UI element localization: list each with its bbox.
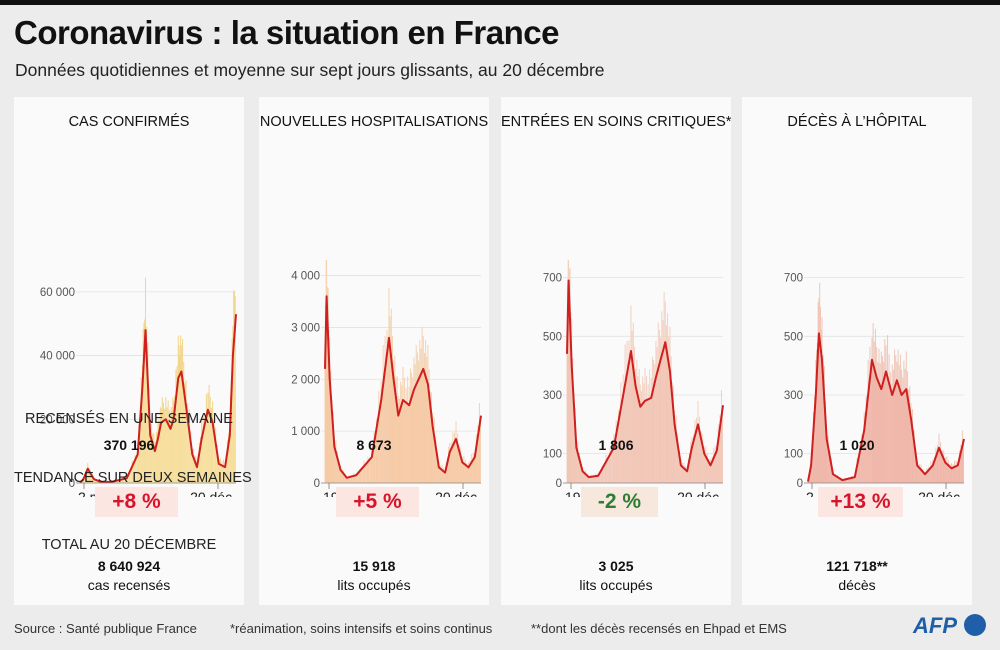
y-tick-label: 2 000 [291,374,320,386]
x-tick-label-end: 20 déc. [677,489,723,497]
series-area [80,314,236,483]
series-area [325,296,481,483]
total-unit-hospitalisations: lits occupés [337,577,411,593]
series-line [566,279,724,479]
trend-badge-critical: -2 % [581,487,658,517]
panel-title: NOUVELLES HOSPITALISATIONS [259,114,489,130]
y-tick-label: 4 000 [291,271,320,283]
panel-title: DÉCÈS À L’HÔPITAL [787,114,927,130]
page-subtitle: Données quotidiennes et moyenne sur sept… [15,60,605,80]
x-tick-label-end: 20 déc. [435,489,481,497]
total-value-critical: 3 025 [598,558,634,574]
page-title: Coronavirus : la situation en France [14,14,559,51]
x-tick-label-end: 20 déc. [918,489,964,497]
trend-badge-deaths: +13 % [818,487,903,517]
y-tick-label: 60 000 [40,287,75,299]
panel-title: ENTRÉES EN SOINS CRITIQUES* [501,114,732,130]
total-unit-cases: cas recensés [87,577,171,593]
series-area [567,280,723,483]
y-tick-label: 0 [797,478,803,490]
weekly-value-hospitalisations: 8 673 [356,437,392,453]
footnote-deaths: **dont les décès recensés en Ehpad et EM… [531,621,787,636]
y-tick-label: 0 [69,478,75,490]
y-tick-label: 100 [784,449,803,461]
series-line [807,332,965,482]
total-unit-deaths: décès [838,577,876,593]
series-area [808,333,964,483]
y-tick-label: 1 000 [291,426,320,438]
panel-hospitalisations: NOUVELLES HOSPITALISATIONS 0 1 000 2 000 3 … [259,97,489,605]
total-value-cases: 8 640 924 [97,558,161,574]
total-value-deaths: 121 718** [826,558,888,574]
trend-badge-hospitalisations: +5 % [336,487,419,517]
weekly-value-deaths: 1 020 [839,437,875,453]
y-tick-label: 300 [784,390,803,402]
total-value-hospitalisations: 15 918 [352,558,396,574]
label-weekly: RECENSÉS EN UNE SEMAINE [25,411,233,427]
y-tick-label: 500 [784,331,803,343]
series-line [324,295,482,479]
panel-critical-care: ENTRÉES EN SOINS CRITIQUES* 0 100 300 500 70… [501,97,731,605]
trend-badge-cases: +8 % [95,487,178,517]
y-tick-label: 20 000 [40,414,75,426]
y-tick-label: 0 [314,478,320,490]
panel-title: CAS CONFIRMÉS [68,114,190,130]
y-tick-label: 3 000 [291,322,320,334]
weekly-value-critical: 1 806 [598,437,634,453]
y-tick-label: 0 [556,478,562,490]
y-tick-label: 100 [543,449,562,461]
weekly-value-cases: 370 196 [103,437,155,453]
y-tick-label: 700 [784,273,803,285]
source-note: Source : Santé publique France [14,621,197,636]
label-trend: TENDANCE SUR DEUX SEMAINES [14,470,252,486]
x-tick-label-end: 20 déc. [190,489,236,497]
top-border [0,0,1000,5]
y-tick-label: 40 000 [40,351,75,363]
y-tick-label: 500 [543,331,562,343]
y-tick-label: 300 [543,390,562,402]
y-tick-label: 700 [543,273,562,285]
total-unit-critical: lits occupés [579,577,653,593]
series-line [79,314,237,484]
footnote-critical: *réanimation, soins intensifs et soins c… [230,621,493,636]
afp-logo-dot [964,614,986,636]
afp-logo: AFP [913,613,957,638]
label-total: TOTAL AU 20 DÉCEMBRE [41,537,217,553]
